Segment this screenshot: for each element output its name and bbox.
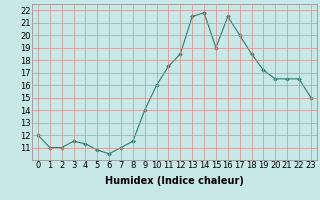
X-axis label: Humidex (Indice chaleur): Humidex (Indice chaleur) — [105, 176, 244, 186]
